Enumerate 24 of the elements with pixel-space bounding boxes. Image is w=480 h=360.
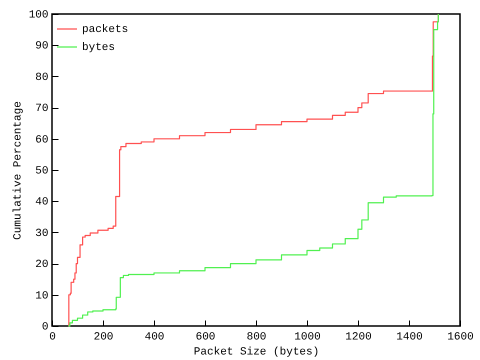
y-tick-label: 50 [35,166,48,178]
legend-label: packets [82,24,128,36]
y-tick-label: 80 [35,72,48,84]
x-tick-label: 1600 [447,332,474,344]
y-tick-label: 60 [35,134,48,146]
y-axis-title: Cumulative Percentage [12,101,25,240]
y-tick-label: 30 [35,228,48,240]
y-tick-label: 40 [35,196,48,209]
x-tick-label: 1400 [396,332,423,344]
x-tick-label: 600 [196,332,216,344]
y-tick-label: 20 [35,259,48,272]
legend-label: bytes [82,42,116,54]
y-tick-label: 100 [28,10,48,22]
x-tick-label: 0 [49,332,56,344]
x-tick-label: 1000 [294,332,321,344]
x-tick-label: 200 [94,332,114,344]
y-tick-label: 90 [35,40,48,53]
x-axis-title: Packet Size (bytes) [194,346,320,358]
x-tick-label: 400 [144,332,164,344]
x-tick-label: 800 [246,332,266,344]
y-tick-label: 10 [35,290,48,302]
y-tick-label: 70 [35,103,48,116]
y-tick-label: 0 [42,322,48,334]
x-tick-label: 1200 [345,332,372,344]
